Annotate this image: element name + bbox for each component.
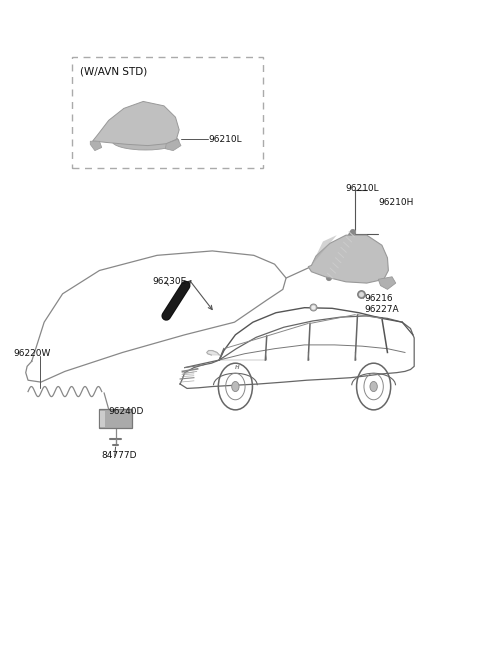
Polygon shape xyxy=(308,235,388,283)
Polygon shape xyxy=(90,141,102,150)
Polygon shape xyxy=(312,235,337,265)
Circle shape xyxy=(370,382,377,392)
Polygon shape xyxy=(207,351,219,355)
Text: 84777D: 84777D xyxy=(102,451,137,461)
Circle shape xyxy=(232,382,239,392)
Text: 96210H: 96210H xyxy=(378,198,414,207)
Text: 96216: 96216 xyxy=(364,294,393,303)
FancyBboxPatch shape xyxy=(72,57,263,168)
Bar xyxy=(99,409,132,428)
Polygon shape xyxy=(378,277,396,289)
Polygon shape xyxy=(100,411,106,427)
Text: 96220W: 96220W xyxy=(13,350,51,358)
Text: 96230E: 96230E xyxy=(153,277,187,286)
Polygon shape xyxy=(165,139,181,150)
Text: 96210L: 96210L xyxy=(209,135,242,144)
Text: (W/AVN STD): (W/AVN STD) xyxy=(80,66,147,76)
Text: H: H xyxy=(235,365,240,370)
Text: 96240D: 96240D xyxy=(108,407,144,417)
Text: 96227A: 96227A xyxy=(364,305,399,314)
Text: 96210L: 96210L xyxy=(345,184,379,193)
Ellipse shape xyxy=(112,132,179,150)
Polygon shape xyxy=(93,101,179,146)
